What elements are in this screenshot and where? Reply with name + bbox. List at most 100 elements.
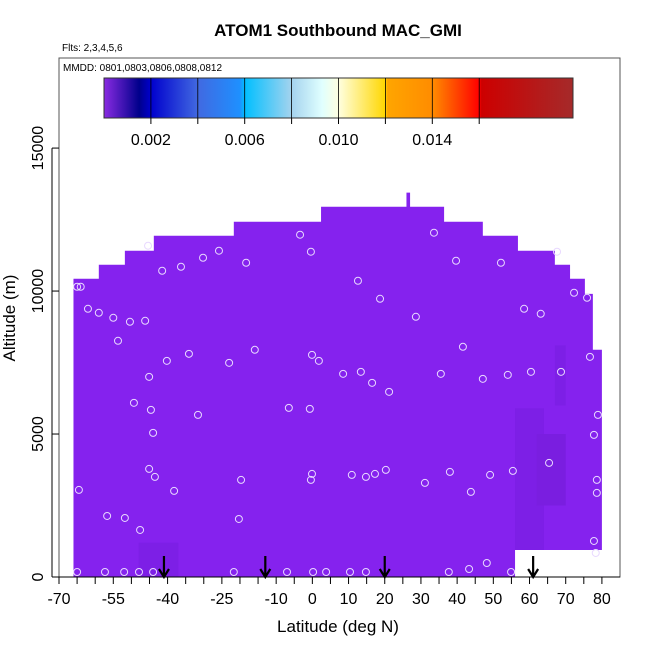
data-point <box>306 475 315 484</box>
data-point <box>356 367 365 376</box>
data-point <box>376 294 385 303</box>
data-point <box>129 398 138 407</box>
data-point <box>385 387 394 396</box>
x-tick-label: 80 <box>593 591 611 608</box>
y-tick-label: 0 <box>30 572 47 581</box>
data-point <box>361 567 370 576</box>
x-tick-label: -25 <box>210 591 233 608</box>
data-point <box>283 567 292 576</box>
data-point <box>592 475 601 484</box>
data-point <box>526 367 535 376</box>
data-point <box>134 567 143 576</box>
x-axis-label: Latitude (deg N) <box>277 617 399 636</box>
data-point <box>444 567 453 576</box>
data-point <box>478 374 487 383</box>
colorbar-label: 0.002 <box>131 132 171 149</box>
data-point <box>507 567 516 576</box>
data-point <box>284 403 293 412</box>
data-field <box>73 192 602 577</box>
data-point <box>145 372 154 381</box>
data-point <box>465 564 474 573</box>
data-point <box>589 430 598 439</box>
x-tick-label: 60 <box>521 591 539 608</box>
data-point <box>445 467 454 476</box>
data-point <box>593 410 602 419</box>
data-point <box>381 465 390 474</box>
data-point <box>103 511 112 520</box>
x-tick-label: 40 <box>448 591 466 608</box>
data-point <box>307 350 316 359</box>
data-point <box>305 404 314 413</box>
data-point <box>100 567 109 576</box>
data-point <box>113 336 122 345</box>
plot-area <box>73 192 602 580</box>
chart-title: ATOM1 Southbound MAC_GMI <box>214 21 462 40</box>
data-point <box>583 293 592 302</box>
x-tick-label: 10 <box>340 591 358 608</box>
data-point <box>199 253 208 262</box>
data-point <box>570 288 579 297</box>
data-point <box>109 313 118 322</box>
data-point <box>322 567 331 576</box>
data-point <box>368 378 377 387</box>
data-point <box>503 370 512 379</box>
x-tick-label: -55 <box>102 591 125 608</box>
x-tick-label: 20 <box>376 591 394 608</box>
data-point <box>74 485 83 494</box>
data-point <box>508 466 517 475</box>
data-point <box>482 558 491 567</box>
data-point <box>345 567 354 576</box>
x-tick-label: 50 <box>484 591 502 608</box>
data-point <box>589 536 598 545</box>
data-point <box>458 342 467 351</box>
colorbar-label: 0.010 <box>318 132 358 149</box>
data-point <box>193 410 202 419</box>
data-point <box>136 525 145 534</box>
x-tick-label: -40 <box>156 591 179 608</box>
data-point <box>361 472 370 481</box>
data-point <box>353 276 362 285</box>
data-point <box>347 470 356 479</box>
date-annotation: MMDD: 0801,0803,0806,0808,0812 <box>63 63 222 74</box>
data-point <box>234 514 243 523</box>
field-patch <box>536 434 566 506</box>
data-point <box>296 230 305 239</box>
data-point <box>146 405 155 414</box>
data-point <box>162 356 171 365</box>
x-tick-label: -70 <box>47 591 70 608</box>
axes: -70 -55 -40 -25 -10 0 10 20 30 40 50 60 70 80 0 5000 100… <box>30 57 621 608</box>
data-point <box>149 567 158 576</box>
data-point <box>545 458 554 467</box>
data-point <box>242 258 251 267</box>
data-point <box>73 282 82 291</box>
data-point <box>170 486 179 495</box>
data-point <box>420 478 429 487</box>
data-point <box>370 469 379 478</box>
data-point <box>83 304 92 313</box>
data-point <box>149 428 158 437</box>
x-tick-label: 70 <box>557 591 575 608</box>
data-point <box>466 487 475 496</box>
data-point <box>125 317 134 326</box>
y-tick-label: 10000 <box>30 269 47 314</box>
data-point <box>309 567 318 576</box>
data-point <box>214 246 223 255</box>
data-point <box>486 470 495 479</box>
data-point <box>436 369 445 378</box>
data-point <box>553 247 562 256</box>
x-tick-label: 30 <box>412 591 430 608</box>
data-point <box>94 308 103 317</box>
data-point <box>452 256 461 265</box>
data-point <box>237 475 246 484</box>
field-patch <box>138 542 179 577</box>
data-point <box>158 266 167 275</box>
data-point <box>120 567 129 576</box>
y-tick-label: 15000 <box>30 126 47 171</box>
data-point <box>176 262 185 271</box>
data-point <box>307 469 316 478</box>
data-point <box>591 548 600 557</box>
y-tick-label: 5000 <box>30 416 47 452</box>
data-point <box>141 316 150 325</box>
